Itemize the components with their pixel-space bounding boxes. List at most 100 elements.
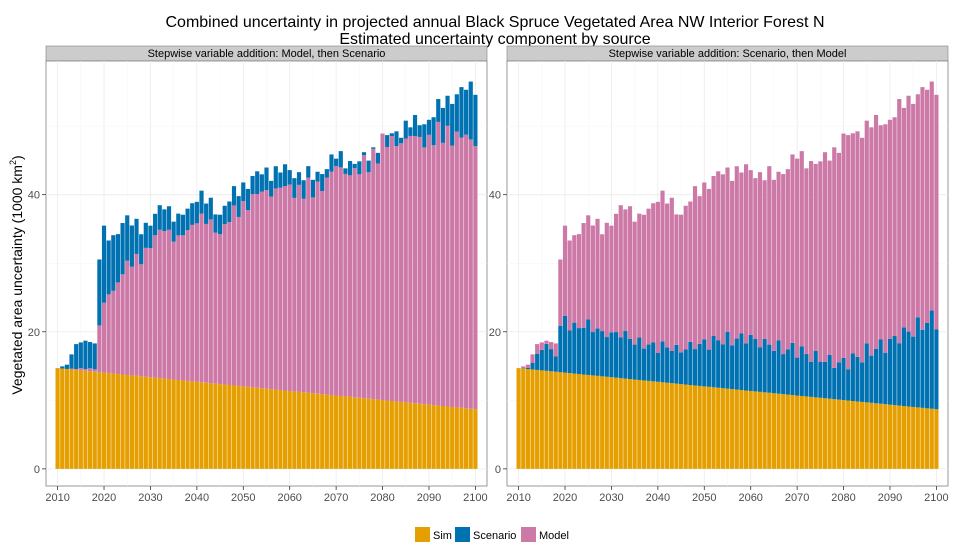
bar-sim [403,402,408,469]
bar-sim [371,399,376,469]
bar-sim [306,392,311,469]
bar-sim [539,370,544,469]
bar-model [572,235,577,323]
bar-sim [445,406,450,469]
bar-model [97,325,102,373]
bar-sim [222,384,227,469]
bar-model [887,119,893,339]
bar-model [878,125,883,340]
bar-model [934,94,939,330]
bar-scenario [920,329,925,408]
bar-model [468,139,473,409]
bar-model [176,235,181,380]
bar-sim [641,380,647,469]
bar-scenario [883,352,888,405]
bar-scenario [422,124,427,148]
bar-model [869,127,874,356]
y-axis-label: Vegetated area uncertainty (1000 km2) [8,155,25,394]
bar-sim [408,402,413,469]
x-tick-label: 2020 [553,492,577,504]
bar-scenario [436,99,441,122]
bar-model [255,193,260,388]
bar-model [920,87,925,330]
bar-model [757,172,763,348]
bar-scenario [614,332,619,378]
bar-sim [417,403,422,469]
bar-model [296,184,302,392]
y-tick-label: 40 [28,190,40,202]
bar-sim [808,396,814,469]
bar-scenario [753,339,758,392]
bar-model [412,136,418,404]
bar-model [245,210,251,387]
bar-model [808,161,814,362]
bar-scenario [320,174,325,192]
bar-sim [669,383,674,469]
bar-scenario [143,222,148,248]
bar-scenario [343,168,348,174]
bar-scenario [609,332,614,378]
bar-scenario [669,350,674,384]
panel-strip-label: Stepwise variable addition: Scenario, th… [609,48,847,60]
bar-model [371,148,376,400]
bar-sim [790,395,795,469]
bar-model [623,209,628,332]
bar-model [646,208,651,345]
bars [516,81,939,469]
bars [55,81,478,469]
bar-scenario [836,362,841,400]
bar-sim [925,408,930,469]
bar-scenario [194,201,199,224]
bar-model [399,143,404,402]
bar-model [250,194,255,388]
bar-model [380,133,385,401]
bar-scenario [166,206,172,230]
bar-scenario [785,349,790,395]
bar-sim [88,371,93,469]
bar-scenario [651,342,656,382]
x-tick-label: 2090 [417,492,441,504]
bar-sim [422,404,427,469]
bar-scenario [199,190,204,214]
y-tick-label: 20 [489,327,501,339]
bar-model [445,125,450,407]
bar-model [459,137,464,408]
bar-scenario [553,356,558,372]
bar-scenario [366,160,371,173]
bar-scenario [771,350,777,394]
bar-sim [697,385,702,469]
bar-scenario [74,344,79,370]
bar-scenario [389,133,394,137]
bar-model [222,224,227,385]
bar-model [553,343,558,357]
bar-scenario [64,364,69,369]
bar-sim [385,400,390,469]
bar-sim [296,391,302,469]
bar-model [678,214,684,353]
bar-sim [873,403,879,469]
bar-sim [743,390,749,469]
x-tick-label: 2100 [463,492,487,504]
bar-scenario [259,174,264,192]
bar-sim [264,388,269,469]
x-tick-label: 2040 [185,492,209,504]
bar-sim [781,394,786,469]
bar-sim [292,391,297,469]
bar-sim [324,394,329,469]
bar-model [88,368,93,372]
bar-sim [678,384,684,469]
bar-sim [911,406,916,469]
bar-sim [236,385,241,469]
bar-sim [166,379,172,469]
bar-sim [129,375,134,469]
bar-sim [412,403,418,469]
bar-sim [83,370,88,469]
bar-scenario [101,225,107,303]
bar-scenario [860,362,865,402]
x-tick-label: 2020 [92,492,116,504]
bar-model [785,169,790,350]
bar-sim [632,379,637,469]
bar-model [310,197,316,394]
x-tick-label: 2060 [277,492,301,504]
bar-model [278,187,283,391]
